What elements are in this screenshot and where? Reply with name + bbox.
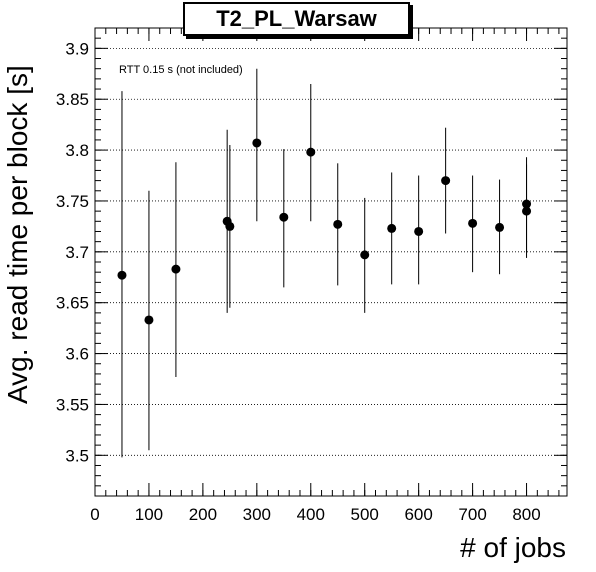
y-tick-label: 3.6 — [65, 345, 89, 364]
grid — [95, 47, 567, 456]
x-tick-label: 200 — [189, 505, 217, 524]
data-point — [468, 218, 478, 228]
x-tick-label: 400 — [297, 505, 325, 524]
chart-title: T2_PL_Warsaw — [183, 2, 410, 36]
x-tick-label: 600 — [404, 505, 432, 524]
y-tick-label: 3.9 — [65, 39, 89, 58]
plot-frame — [94, 27, 568, 497]
data-point — [360, 250, 370, 260]
data-point — [279, 212, 289, 222]
x-tick-label: 500 — [351, 505, 379, 524]
x-tick-label: 300 — [243, 505, 271, 524]
y-tick-label: 3.75 — [56, 192, 89, 211]
y-tick-label: 3.5 — [65, 446, 89, 465]
data-point — [387, 223, 397, 233]
data-point — [495, 222, 505, 232]
data-point — [171, 264, 181, 274]
data-point — [333, 219, 343, 229]
x-tick-label: 100 — [135, 505, 163, 524]
data-point — [252, 138, 262, 148]
x-tick-label: 0 — [90, 505, 99, 524]
data-point — [414, 226, 424, 236]
y-axis-label: Avg. read time per block [s] — [2, 65, 33, 404]
x-tick-label: 700 — [458, 505, 486, 524]
y-tick-label: 3.85 — [56, 90, 89, 109]
axis-ticks: 3.5 3.55 3.6 3.65 3.7 3.75 3.8 3.85 3.9 0 100 200 30… — [56, 27, 567, 524]
data-point — [144, 315, 154, 325]
y-tick-label: 3.65 — [56, 294, 89, 313]
x-tick-label: 800 — [512, 505, 540, 524]
data-point — [441, 176, 451, 186]
x-axis-label: # of jobs — [460, 532, 566, 563]
data-points — [117, 68, 532, 458]
annotation: RTT 0.15 s (not included) — [119, 64, 243, 76]
data-point — [225, 221, 235, 231]
y-tick-label: 3.7 — [65, 243, 89, 262]
y-tick-label: 3.55 — [56, 395, 89, 414]
data-point — [522, 206, 532, 216]
data-point — [306, 147, 316, 157]
data-point — [117, 270, 127, 280]
y-tick-label: 3.8 — [65, 141, 89, 160]
